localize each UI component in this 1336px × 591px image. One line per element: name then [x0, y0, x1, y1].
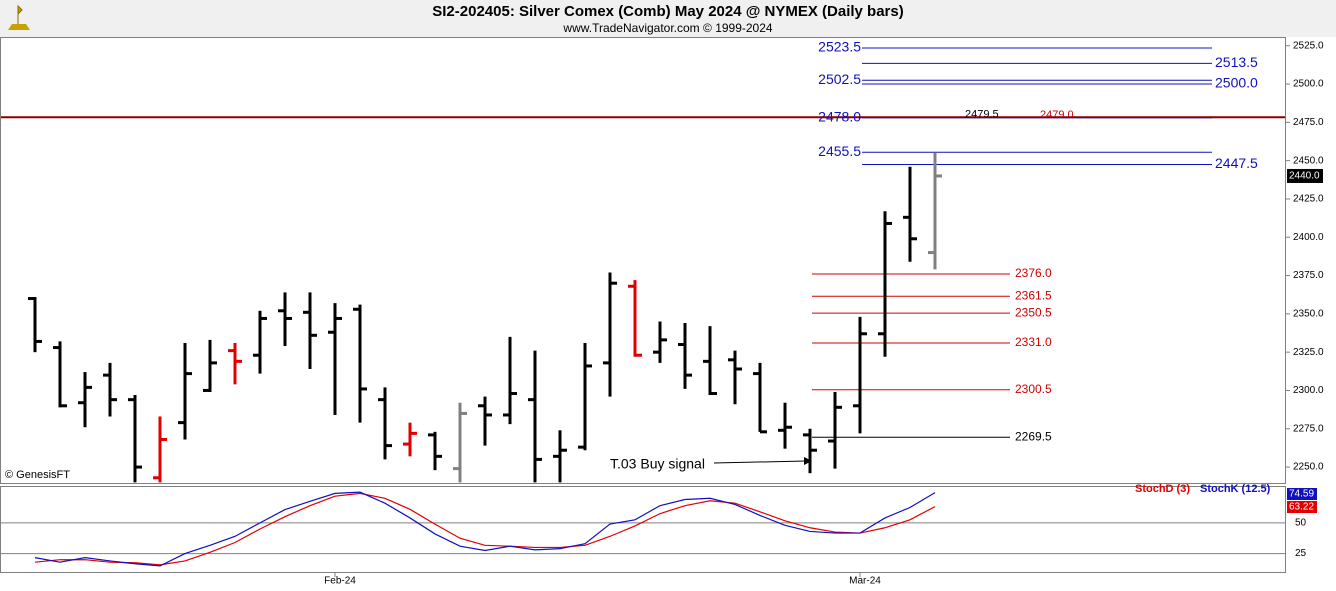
- last-value-label: 74.59: [1289, 489, 1314, 500]
- y-tick-label: 50: [1295, 517, 1307, 528]
- last-value-box: [1287, 501, 1317, 513]
- marker-label: 2479.0: [1040, 109, 1074, 121]
- level-label: 2478.0: [818, 108, 861, 124]
- x-tick-label: Mar-24: [849, 576, 881, 587]
- logo: [8, 4, 30, 30]
- y-tick-label: 2500.0: [1293, 79, 1324, 90]
- y-tick-label: 2250.0: [1293, 462, 1324, 473]
- legend-entry: StochK (12.5): [1200, 483, 1271, 495]
- stoch-panel: [0, 486, 1286, 573]
- y-tick-label: 2425.0: [1293, 194, 1324, 205]
- level-label: 2376.0: [1015, 266, 1052, 280]
- y-tick-label: 2325.0: [1293, 347, 1324, 358]
- y-tick-label: 2375.0: [1293, 270, 1324, 281]
- last-price-box: [1287, 168, 1323, 183]
- arrow-head: [804, 457, 812, 465]
- y-tick-label: 2450.0: [1293, 155, 1324, 166]
- level-label: 2331.0: [1015, 335, 1052, 349]
- chart-subtitle: www.TradeNavigator.com © 1999-2024: [562, 21, 772, 35]
- level-label: 2500.0: [1215, 75, 1258, 91]
- level-label: 2513.5: [1215, 54, 1258, 70]
- marker-label: 2479.5: [965, 108, 999, 120]
- annotation: T.03 Buy signal: [610, 456, 705, 472]
- last-value-box: [1287, 488, 1317, 500]
- y-tick-label: 2275.0: [1293, 423, 1324, 434]
- stoch-line: [34, 492, 936, 566]
- level-label: 2269.5: [1015, 429, 1052, 443]
- level-label: 2447.5: [1215, 155, 1258, 171]
- last-price-label: 2440.0: [1289, 171, 1320, 182]
- level-label: 2455.5: [818, 143, 861, 159]
- annotation-arrow: [713, 460, 807, 464]
- y-tick-label: 2400.0: [1293, 232, 1324, 243]
- header-bar: [0, 0, 1336, 37]
- source-note: © GenesisFT: [5, 469, 70, 481]
- stoch-line: [34, 491, 936, 567]
- price-panel: [0, 37, 1286, 484]
- y-tick-label: 2475.0: [1293, 117, 1324, 128]
- y-tick-label: 2300.0: [1293, 385, 1324, 396]
- last-value-label: 63.22: [1289, 502, 1314, 513]
- level-label: 2502.5: [818, 71, 861, 87]
- level-label: 2350.5: [1015, 305, 1052, 319]
- y-tick-label: 2350.0: [1293, 308, 1324, 319]
- y-tick-label: 25: [1295, 548, 1307, 559]
- level-label: 2300.5: [1015, 382, 1052, 396]
- legend-entry: StochD (3): [1135, 483, 1190, 495]
- level-label: 2361.5: [1015, 288, 1052, 302]
- chart-title: SI2-202405: Silver Comex (Comb) May 2024…: [432, 3, 903, 20]
- level-label: 2523.5: [818, 39, 861, 55]
- x-tick-label: Feb-24: [324, 576, 356, 587]
- y-tick-label: 2525.0: [1293, 40, 1324, 51]
